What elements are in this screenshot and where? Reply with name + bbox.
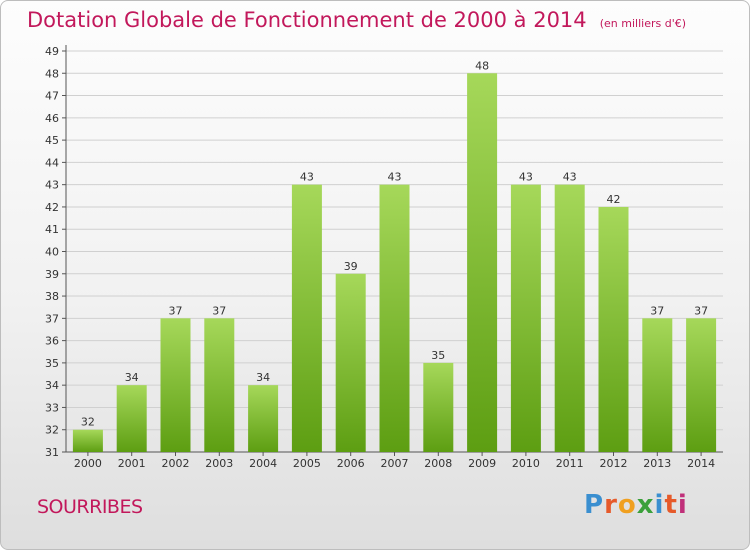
bar-2002 bbox=[160, 318, 191, 452]
bar-2012 bbox=[598, 206, 629, 452]
y-tick-label: 37 bbox=[45, 312, 59, 325]
y-tick-label: 38 bbox=[45, 290, 59, 303]
x-tick-label-2012: 2012 bbox=[600, 457, 628, 470]
y-tick-labels: 31 32 33 34 35 36 37 38 39 40 41 42 43 44 45 46 47 48 49 bbox=[45, 45, 59, 459]
x-tick-label-2004: 2004 bbox=[249, 457, 277, 470]
proxiti-logo[interactable]: Proxiti bbox=[584, 490, 688, 520]
y-tick-label: 31 bbox=[45, 446, 59, 459]
logo-letter: r bbox=[604, 490, 618, 520]
bar-2013 bbox=[642, 318, 673, 452]
logo-letter: o bbox=[617, 490, 637, 520]
data-label-2006: 39 bbox=[344, 260, 358, 273]
data-label-2001: 34 bbox=[125, 371, 139, 384]
data-label-2013: 37 bbox=[650, 304, 664, 317]
y-tick-label: 43 bbox=[45, 179, 59, 192]
data-labels: 32 34 37 37 34 43 39 43 35 48 43 43 42 37 37 bbox=[81, 59, 708, 428]
data-label-2012: 42 bbox=[607, 193, 621, 206]
x-tick-label-2003: 2003 bbox=[205, 457, 233, 470]
bar-2000 bbox=[72, 429, 103, 452]
data-label-2008: 35 bbox=[431, 349, 445, 362]
y-tick-label: 46 bbox=[45, 112, 59, 125]
logo-letter: t bbox=[664, 490, 678, 520]
x-tick-label-2006: 2006 bbox=[337, 457, 365, 470]
bar-2011 bbox=[554, 184, 585, 452]
logo-letter: i bbox=[654, 490, 665, 520]
data-label-2011: 43 bbox=[563, 171, 577, 184]
x-tick-labels: 2000 2001 2002 2003 2004 2005 2006 2007 2008 2009… bbox=[74, 457, 715, 470]
y-tick-label: 42 bbox=[45, 201, 59, 214]
chart-title: Dotation Globale de Fonctionnement de 20… bbox=[27, 8, 587, 32]
chart-unit: (en milliers d'€) bbox=[599, 17, 687, 30]
y-tick-label: 49 bbox=[45, 45, 59, 58]
logo-letter: x bbox=[636, 490, 655, 520]
data-label-2005: 43 bbox=[300, 171, 314, 184]
x-tick-label-2009: 2009 bbox=[468, 457, 496, 470]
data-label-2000: 32 bbox=[81, 416, 95, 429]
bar-2010 bbox=[510, 184, 541, 452]
logo-letter: P bbox=[584, 490, 605, 520]
commune-name: SOURRIBES bbox=[37, 496, 143, 518]
bars bbox=[72, 73, 717, 453]
bar-2009 bbox=[467, 73, 498, 453]
data-label-2010: 43 bbox=[519, 171, 533, 184]
x-tick-label-2001: 2001 bbox=[118, 457, 146, 470]
x-tick-label-2013: 2013 bbox=[643, 457, 671, 470]
logo-letter: i bbox=[677, 490, 688, 520]
y-tick-label: 41 bbox=[45, 223, 59, 236]
y-tick-label: 36 bbox=[45, 335, 59, 348]
data-label-2007: 43 bbox=[388, 171, 402, 184]
bar-2008 bbox=[423, 362, 454, 452]
x-tick-label-2005: 2005 bbox=[293, 457, 321, 470]
title-block: Dotation Globale de Fonctionnement de 20… bbox=[27, 8, 686, 32]
x-tick-label-2007: 2007 bbox=[381, 457, 409, 470]
bar-2001 bbox=[116, 385, 147, 452]
bar-2007 bbox=[379, 184, 410, 452]
x-tick-label-2011: 2011 bbox=[556, 457, 584, 470]
bar-2014 bbox=[686, 318, 717, 452]
bar-2003 bbox=[204, 318, 235, 452]
y-tick-label: 47 bbox=[45, 90, 59, 103]
y-tick-label: 40 bbox=[45, 246, 59, 259]
y-tick-label: 32 bbox=[45, 424, 59, 437]
data-label-2009: 48 bbox=[475, 59, 489, 72]
x-tick-label-2000: 2000 bbox=[74, 457, 102, 470]
data-label-2003: 37 bbox=[212, 304, 226, 317]
y-tick-label: 34 bbox=[45, 379, 59, 392]
x-tick-label-2014: 2014 bbox=[687, 457, 715, 470]
x-tick-label-2008: 2008 bbox=[424, 457, 452, 470]
y-tick-label: 48 bbox=[45, 67, 59, 80]
y-tick-label: 39 bbox=[45, 268, 59, 281]
x-tick-label-2010: 2010 bbox=[512, 457, 540, 470]
bar-2005 bbox=[291, 184, 322, 452]
y-tick-label: 35 bbox=[45, 357, 59, 370]
data-label-2014: 37 bbox=[694, 304, 708, 317]
bar-2006 bbox=[335, 273, 366, 452]
y-tick-label: 45 bbox=[45, 134, 59, 147]
x-tick-label-2002: 2002 bbox=[162, 457, 190, 470]
y-tick-label: 44 bbox=[45, 156, 59, 169]
y-tick-label: 33 bbox=[45, 401, 59, 414]
data-label-2002: 37 bbox=[169, 304, 183, 317]
bar-2004 bbox=[248, 385, 279, 452]
data-label-2004: 34 bbox=[256, 371, 270, 384]
